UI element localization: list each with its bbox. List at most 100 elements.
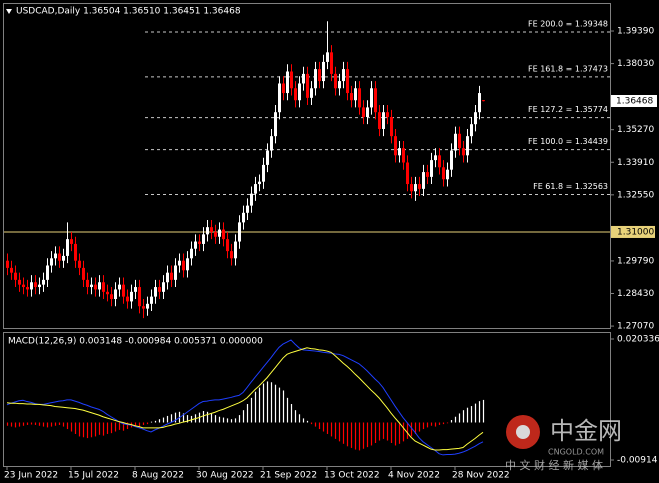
x-tick-label: 15 Jul 2022: [68, 471, 119, 481]
candle-body: [58, 253, 61, 261]
candle-body: [390, 117, 393, 137]
candle-body: [10, 267, 13, 273]
candle-body: [302, 73, 305, 84]
candle-body: [142, 306, 145, 309]
candle-body: [402, 148, 405, 163]
candle-body: [118, 284, 121, 290]
candle-body: [386, 112, 389, 118]
candle-body: [382, 112, 385, 129]
candle-body: [194, 241, 197, 249]
candle-body: [446, 169, 449, 180]
candle-body: [370, 88, 373, 108]
candle-body: [238, 222, 241, 242]
candle-body: [146, 303, 149, 309]
candle-body: [126, 296, 129, 302]
candle-body: [22, 284, 25, 288]
candle-body: [358, 88, 361, 108]
candle-body: [338, 81, 341, 89]
candle-body: [310, 88, 313, 98]
candle-body: [458, 133, 461, 149]
plot-layer: 1.39390 1.38030 1.35270 1.33910 1.32550 1.297…: [4, 20, 659, 481]
chart-title: USDCAD,Daily 1.36504 1.36510 1.36451 1.3…: [16, 7, 241, 17]
y-tick-label: 1.27070: [617, 322, 654, 332]
fib-label: FE 127.2 = 1.35774: [528, 105, 608, 114]
candle-body: [286, 71, 289, 94]
candle-body: [230, 251, 233, 259]
price-label-box: [611, 95, 657, 108]
candle-body: [270, 136, 273, 151]
y-tick-label: 1.38030: [617, 59, 654, 69]
candle-body: [30, 282, 33, 290]
candle-body: [38, 284, 41, 288]
candle-body: [78, 260, 81, 268]
y-tick-label: 0.020336: [617, 335, 659, 345]
candle-body: [306, 73, 309, 98]
candle-body: [426, 172, 429, 177]
candle-body: [158, 287, 161, 292]
candle-body: [394, 136, 397, 156]
candle-body: [86, 279, 89, 288]
candle-body: [186, 258, 189, 271]
candle-body: [430, 160, 433, 177]
candle-body: [218, 229, 221, 237]
candle-body: [162, 282, 165, 292]
candle-body: [150, 296, 153, 304]
candle-body: [478, 93, 481, 113]
candle-body: [246, 205, 249, 213]
candle-body: [182, 260, 185, 271]
candle-body: [322, 61, 325, 82]
x-tick-label: 4 Nov 2022: [388, 471, 440, 481]
y-tick-label: 1.29790: [617, 256, 654, 266]
candle-body: [362, 107, 365, 118]
candle-body: [90, 284, 93, 288]
candle-body: [66, 239, 69, 256]
candle-body: [242, 212, 245, 223]
y-tick-label: 1.35270: [617, 125, 654, 135]
candle-body: [290, 71, 293, 89]
candle-body: [354, 88, 357, 101]
candle-body: [138, 287, 141, 307]
candle-body: [346, 69, 349, 94]
candle-body: [350, 93, 353, 101]
y-tick-label: -0.00914: [617, 456, 658, 466]
candle-body: [54, 253, 57, 259]
candle-body: [74, 243, 77, 261]
candle-body: [442, 167, 445, 180]
macd-title: MACD(12,26,9) 0.003148 -0.000984 0.00537…: [8, 337, 263, 347]
candle-body: [470, 124, 473, 137]
candle-body: [318, 69, 321, 82]
y-tick-label: 1.33910: [617, 158, 654, 168]
candle-body: [438, 155, 441, 168]
candle-body: [434, 155, 437, 161]
candle-body: [258, 181, 261, 185]
candle-body: [234, 241, 237, 259]
candle-body: [250, 193, 253, 206]
candle-body: [154, 287, 157, 297]
candle-body: [214, 231, 217, 237]
candle-body: [406, 162, 409, 185]
watermark: 中金网 CNGOLD.COM 中 文 财 经 新 媒 体: [505, 415, 622, 472]
macd-panel: [3, 332, 611, 467]
candle-body: [114, 289, 117, 300]
candle-body: [410, 184, 413, 192]
macd-line: [6, 339, 484, 456]
candle-body: [254, 184, 257, 194]
candle-body: [102, 282, 105, 292]
candle-body: [278, 83, 281, 113]
candle-body: [314, 69, 317, 89]
y-tick-label: 1.28430: [617, 289, 654, 299]
fib-label: FE 100.0 = 1.34439: [528, 137, 608, 146]
candle-body: [222, 229, 225, 240]
candle-body: [94, 284, 97, 290]
candle-body: [330, 52, 333, 74]
watermark-logo: 中金网: [550, 417, 622, 445]
candle-body: [130, 291, 133, 302]
candle-body: [62, 255, 65, 261]
candle-body: [262, 164, 265, 182]
level-label-box: [611, 225, 655, 238]
candle-body: [178, 260, 181, 266]
candle-body: [418, 184, 421, 189]
candle-body: [474, 112, 477, 125]
candle-body: [50, 258, 53, 266]
candle-body: [366, 107, 369, 118]
